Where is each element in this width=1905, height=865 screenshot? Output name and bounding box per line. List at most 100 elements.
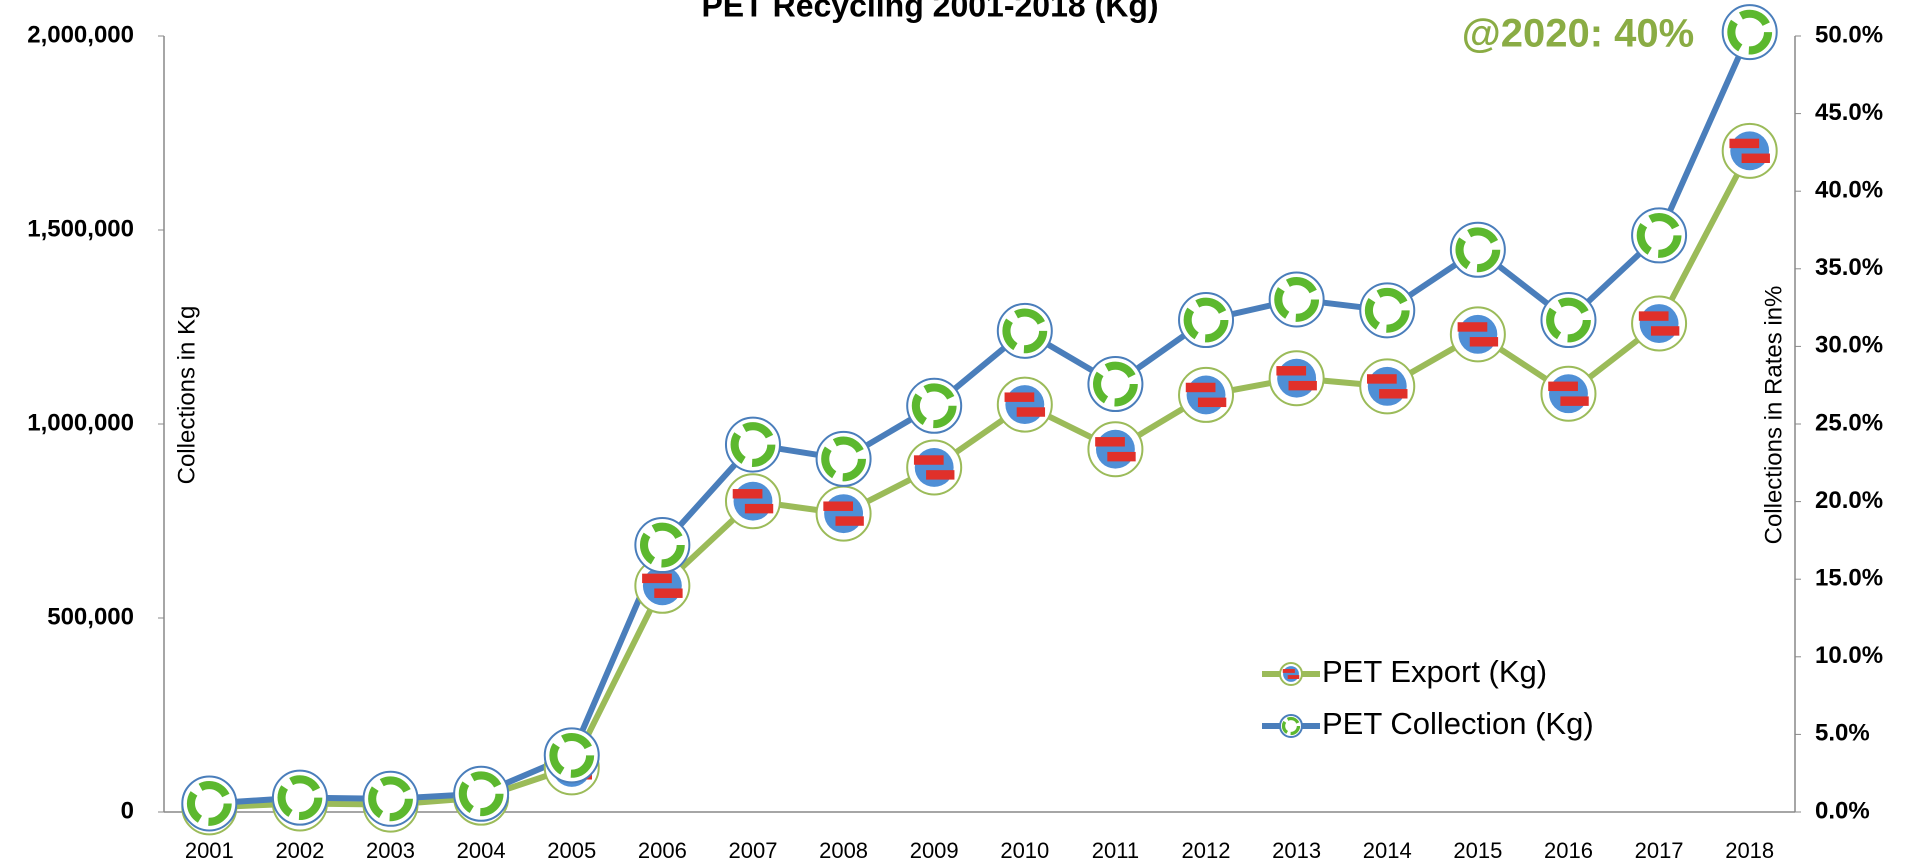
y2-tick-label: 0.0%	[1815, 797, 1870, 824]
x-tick-label: 2004	[457, 838, 506, 863]
marker-icon	[1640, 304, 1679, 343]
marker	[1541, 293, 1595, 347]
marker	[1451, 223, 1505, 277]
marker-icon	[1379, 389, 1407, 398]
marker-icon	[1470, 337, 1498, 346]
marker-icon	[733, 489, 763, 498]
marker-icon	[1198, 398, 1226, 407]
marker	[998, 378, 1052, 432]
marker	[1179, 368, 1233, 422]
marker	[907, 379, 961, 433]
marker	[1088, 357, 1142, 411]
x-tick-label: 2003	[366, 838, 415, 863]
legend-label: PET Export (Kg)	[1322, 654, 1547, 689]
marker-icon	[823, 501, 853, 510]
y2-tick-label: 10.0%	[1815, 642, 1883, 669]
marker-icon	[1005, 392, 1035, 401]
marker-icon	[1276, 366, 1306, 375]
x-tick-label: 2012	[1182, 838, 1231, 863]
y2-tick-label: 20.0%	[1815, 487, 1883, 514]
marker-icon	[1017, 407, 1045, 416]
marker	[1632, 208, 1686, 262]
x-tick-label: 2007	[728, 838, 777, 863]
x-tick-label: 2015	[1453, 838, 1502, 863]
marker-icon	[1651, 326, 1679, 335]
marker	[726, 418, 780, 472]
marker-icon	[1458, 322, 1488, 331]
chart-title: PET Recycling 2001-2018 (Kg)	[701, 0, 1158, 23]
marker-icon	[1368, 367, 1407, 406]
x-tick-label: 2014	[1363, 838, 1412, 863]
annotation: @2020: 40%	[1462, 12, 1694, 56]
marker-icon	[1005, 385, 1044, 424]
marker-icon	[1096, 430, 1135, 469]
marker	[1360, 359, 1414, 413]
marker-icon	[1560, 396, 1588, 405]
marker-icon	[642, 574, 672, 583]
marker	[635, 518, 689, 572]
marker-icon	[1107, 452, 1135, 461]
marker	[1723, 5, 1777, 59]
marker	[1280, 715, 1302, 737]
y2-tick-label: 15.0%	[1815, 565, 1883, 592]
marker-icon	[654, 588, 682, 597]
legend-label: PET Collection (Kg)	[1322, 706, 1594, 741]
y2-tick-label: 50.0%	[1815, 21, 1883, 48]
marker-icon	[1186, 383, 1216, 392]
marker	[1723, 124, 1777, 178]
x-tick-label: 2002	[275, 838, 324, 863]
marker	[1270, 272, 1324, 326]
marker	[182, 776, 236, 830]
y-axis-title: Collections in Kg	[173, 306, 200, 485]
marker-icon	[734, 482, 773, 521]
y2-tick-label: 40.0%	[1815, 177, 1883, 204]
marker-icon	[1289, 381, 1317, 390]
y-tick-label: 1,500,000	[27, 215, 134, 242]
marker-icon	[914, 455, 944, 464]
marker	[1179, 293, 1233, 347]
marker-icon	[1367, 374, 1397, 383]
marker-icon	[745, 504, 773, 513]
marker	[1451, 307, 1505, 361]
marker	[364, 772, 418, 826]
marker-icon	[1277, 359, 1316, 398]
marker	[454, 767, 508, 821]
x-tick-label: 2008	[819, 838, 868, 863]
x-tick-label: 2010	[1000, 838, 1049, 863]
chart: PET Recycling 2001-2018 (Kg) @2020: 40% …	[0, 0, 1905, 865]
marker-icon	[835, 516, 863, 525]
x-tick-label: 2013	[1272, 838, 1321, 863]
marker	[273, 771, 327, 825]
marker	[907, 440, 961, 494]
y-tick-label: 0	[121, 797, 134, 824]
marker-icon	[1549, 374, 1588, 413]
x-tick-label: 2016	[1544, 838, 1593, 863]
x-tick-label: 2009	[910, 838, 959, 863]
marker-icon	[1639, 311, 1669, 320]
marker-icon	[1729, 139, 1759, 148]
y2-tick-label: 25.0%	[1815, 409, 1883, 436]
marker	[726, 474, 780, 528]
x-tick-label: 2011	[1092, 838, 1139, 863]
x-tick-label: 2017	[1635, 838, 1684, 863]
y-tick-label: 2,000,000	[27, 21, 134, 48]
marker	[998, 304, 1052, 358]
marker	[1541, 367, 1595, 421]
marker	[817, 487, 871, 541]
y-tick-label: 1,000,000	[27, 409, 134, 436]
marker-icon	[1283, 666, 1299, 682]
y2-tick-label: 30.0%	[1815, 332, 1883, 359]
marker-icon	[915, 448, 954, 487]
x-tick-label: 2001	[185, 838, 234, 863]
marker-icon	[1095, 437, 1125, 446]
marker-icon	[1458, 315, 1497, 354]
y2-axis-title: Collections in Rates in%	[1760, 286, 1787, 545]
marker	[1280, 663, 1302, 685]
marker-icon	[824, 494, 863, 533]
marker-icon	[1288, 675, 1300, 679]
marker	[1632, 297, 1686, 351]
marker-icon	[926, 470, 954, 479]
y2-tick-label: 35.0%	[1815, 254, 1883, 281]
x-tick-label: 2006	[638, 838, 687, 863]
marker	[1088, 422, 1142, 476]
